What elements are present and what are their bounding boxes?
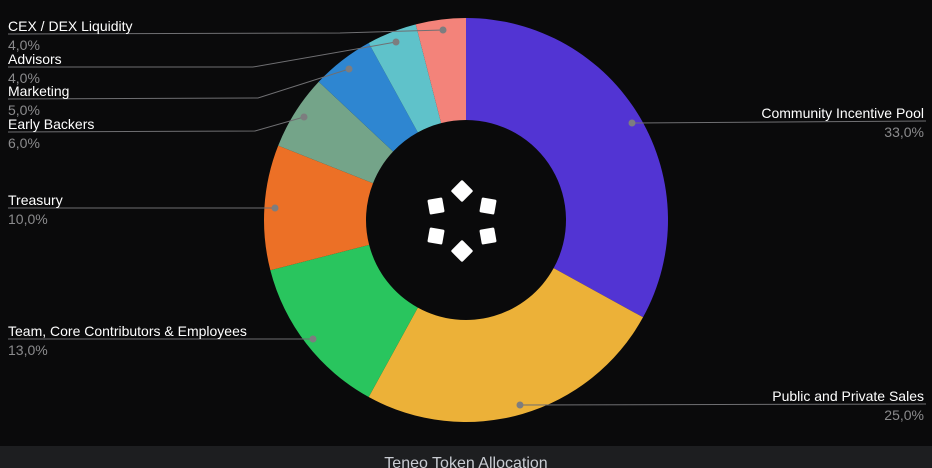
logo-diamond	[451, 240, 473, 262]
slice-label: Team, Core Contributors & Employees	[8, 323, 247, 339]
label-treasury: Treasury 10,0%	[8, 192, 63, 226]
slice-label: Community Incentive Pool	[761, 105, 924, 121]
slice-advisors[interactable]	[368, 24, 442, 133]
slice-label: Marketing	[8, 83, 70, 99]
slice-public-and-private-sales[interactable]	[368, 268, 644, 422]
label-public-private-sales: Public and Private Sales 25,0%	[772, 388, 924, 422]
slice-team-core-contributors-employees[interactable]	[270, 244, 418, 398]
slice-percent: 6,0%	[8, 135, 40, 151]
slice-early-backers[interactable]	[278, 81, 394, 184]
slice-percent: 25,0%	[884, 407, 924, 423]
label-community-incentive-pool: Community Incentive Pool 33,0%	[761, 105, 924, 139]
slice-percent: 13,0%	[8, 342, 48, 358]
leader-line-community-incentive-pool	[631, 120, 927, 124]
logo-diamond	[479, 197, 497, 215]
label-marketing: Marketing 5,0%	[8, 83, 69, 117]
slice-label: Treasury	[8, 192, 63, 208]
slice-cex-dex-liquidity[interactable]	[415, 18, 466, 124]
donut-slices	[264, 18, 668, 422]
leader-dot-treasury	[271, 204, 279, 212]
slice-community-incentive-pool[interactable]	[466, 18, 668, 318]
leader-dot-advisors	[392, 38, 400, 46]
label-advisors: Advisors 4,0%	[8, 51, 62, 85]
leader-line-early-backers	[7, 116, 305, 133]
teneo-logo	[427, 180, 497, 262]
label-cex-dex-liquidity: CEX / DEX Liquidity 4,0%	[8, 18, 133, 52]
slice-percent: 4,0%	[8, 37, 40, 53]
leader-line-cex-dex-liquidity	[7, 29, 444, 35]
label-team-core-contributors: Team, Core Contributors & Employees 13,0…	[8, 323, 247, 357]
chart-title: Teneo Token Allocation	[384, 455, 548, 468]
slice-label: Advisors	[8, 51, 62, 67]
slice-label: CEX / DEX Liquidity	[8, 18, 133, 34]
slice-percent: 33,0%	[884, 124, 924, 140]
logo-diamond	[427, 227, 445, 245]
leader-line-marketing	[7, 68, 350, 100]
slice-marketing[interactable]	[318, 42, 418, 152]
leader-dot-cex-dex-liquidity	[439, 26, 447, 34]
slice-percent: 10,0%	[8, 211, 48, 227]
leader-dot-team-core-contributors	[309, 335, 317, 343]
label-early-backers: Early Backers 6,0%	[8, 116, 94, 150]
leader-line-public-private-sales	[519, 403, 927, 406]
leader-lines	[7, 26, 927, 409]
logo-diamond	[427, 197, 445, 215]
slice-percent: 5,0%	[8, 102, 40, 118]
leader-dot-public-private-sales	[516, 401, 524, 409]
leader-line-advisors	[8, 41, 397, 68]
leader-dot-marketing	[345, 65, 353, 73]
slice-treasury[interactable]	[264, 145, 374, 271]
leader-dot-community-incentive-pool	[628, 119, 636, 127]
slice-label: Early Backers	[8, 116, 95, 132]
logo-diamond	[479, 227, 497, 245]
chart-title-bar: Teneo Token Allocation	[0, 446, 932, 468]
slice-percent: 4,0%	[8, 70, 40, 86]
logo-diamond	[451, 180, 473, 202]
slice-label: Public and Private Sales	[772, 388, 924, 404]
leader-dot-early-backers	[300, 113, 308, 121]
